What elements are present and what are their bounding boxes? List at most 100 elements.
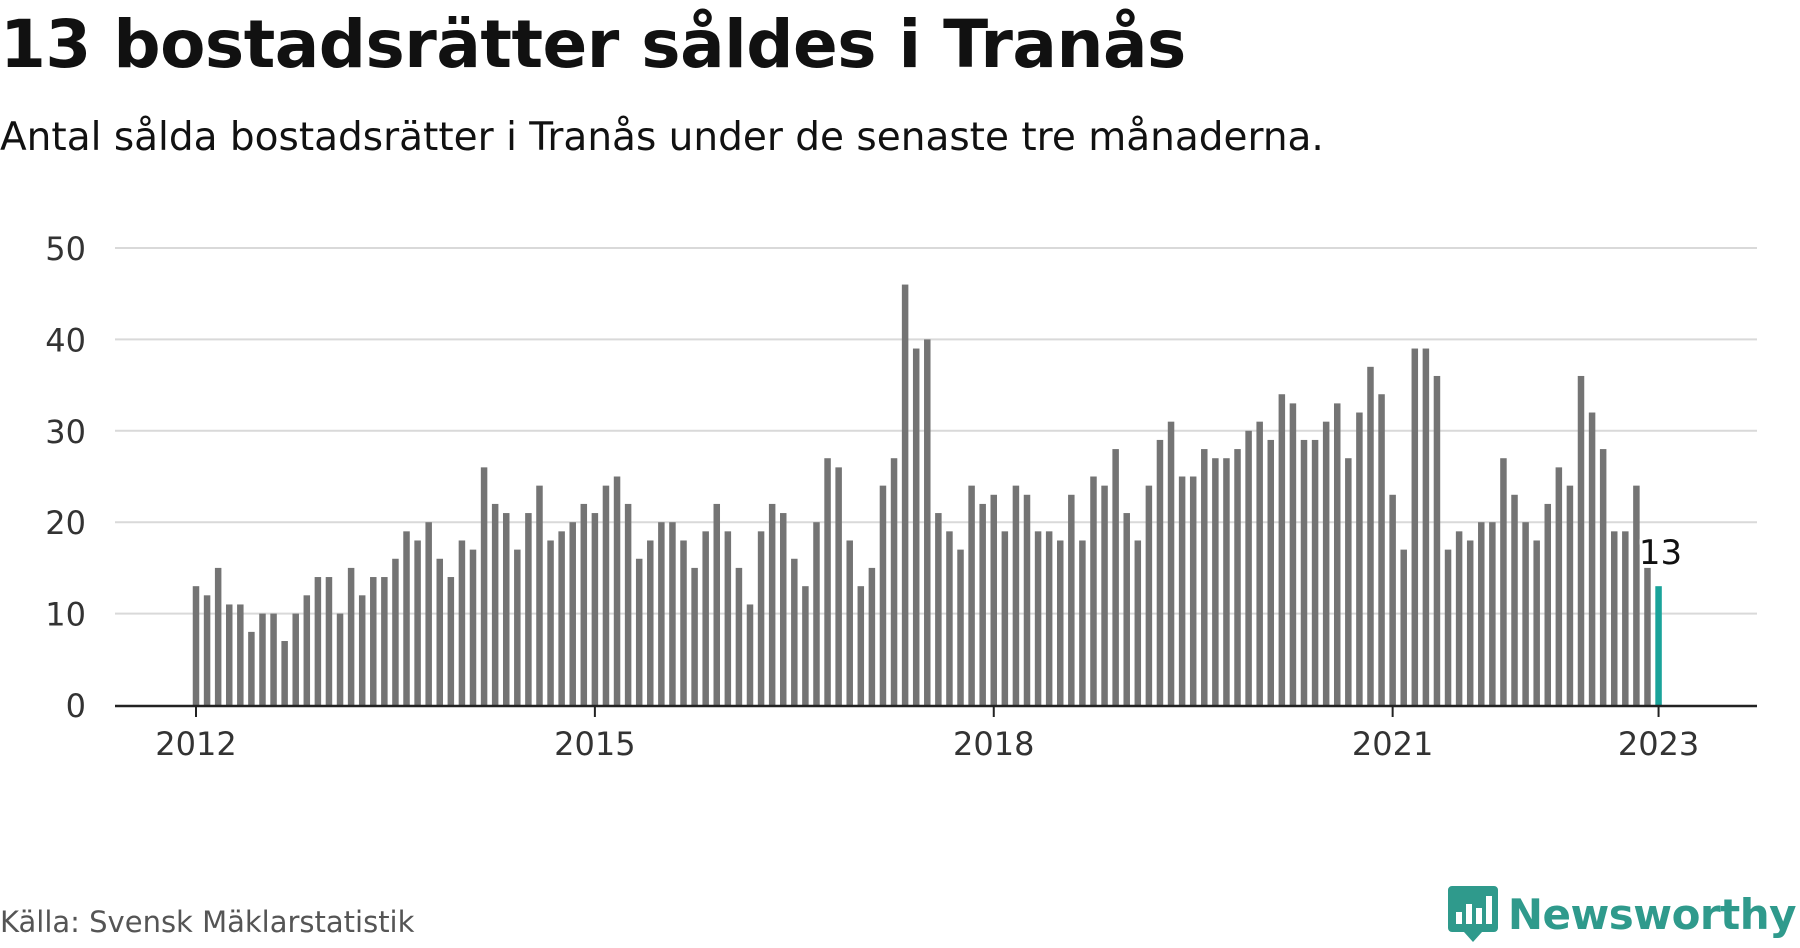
bar [691, 567, 698, 705]
bar [1444, 549, 1452, 705]
bar [1533, 540, 1540, 705]
bar [358, 595, 366, 705]
bar [1256, 421, 1263, 705]
bar [403, 531, 410, 705]
bar [635, 558, 643, 705]
bar [1356, 412, 1363, 705]
bar [591, 513, 599, 705]
bar [1068, 494, 1075, 705]
bar [1389, 494, 1396, 705]
x-tick-label-2015: 2015 [554, 725, 635, 763]
bar [624, 503, 632, 705]
bar [658, 522, 665, 705]
bar [1212, 458, 1219, 705]
bar [857, 586, 865, 705]
bar [1622, 531, 1629, 705]
bar [1034, 531, 1042, 705]
bar [1101, 485, 1108, 705]
bar [824, 458, 831, 705]
y-tick-label-50: 50 [45, 230, 86, 268]
bar [370, 577, 377, 705]
bar [1311, 439, 1319, 705]
bar [502, 513, 510, 705]
bar [613, 476, 621, 705]
bar [979, 503, 986, 705]
bar [1245, 430, 1252, 705]
bar [1400, 549, 1407, 705]
bar [281, 641, 288, 705]
bar [237, 604, 244, 705]
bar [1156, 439, 1164, 705]
highlight-value-label: 13 [1639, 533, 1682, 573]
newsworthy-logo-icon [1447, 886, 1498, 942]
bar [1644, 567, 1651, 705]
bar [1610, 531, 1618, 705]
bar [1455, 531, 1463, 705]
bar [303, 595, 311, 705]
bar [1112, 449, 1119, 705]
bar [779, 513, 787, 705]
bar [846, 540, 853, 705]
bar [1566, 485, 1574, 705]
bar [1167, 421, 1175, 705]
x-tick-label-2018: 2018 [953, 725, 1034, 763]
bar [813, 522, 820, 705]
bar [746, 604, 754, 705]
bar [1345, 458, 1352, 705]
bar [1056, 540, 1064, 705]
bar [248, 631, 255, 705]
bar [1134, 540, 1142, 705]
bar [270, 613, 277, 705]
bar [1300, 439, 1308, 705]
bar [381, 577, 388, 705]
bar [868, 567, 876, 705]
bar [203, 595, 211, 705]
bar [569, 522, 576, 705]
source-note: Källa: Svensk Mäklarstatistik [0, 905, 415, 939]
bar [1555, 467, 1563, 705]
y-tick-label-0: 0 [66, 687, 86, 725]
bar [458, 540, 466, 705]
bar [1322, 421, 1330, 705]
bar [1178, 476, 1186, 705]
bar [647, 540, 654, 705]
x-tick-label-2023: 2023 [1618, 725, 1699, 763]
bar [968, 485, 975, 705]
bar [525, 513, 532, 705]
bar [1090, 476, 1097, 705]
bar [1079, 540, 1086, 705]
bar [1411, 348, 1419, 705]
bar [1489, 522, 1496, 705]
bar [1123, 513, 1130, 705]
bar [957, 549, 964, 705]
bar [1201, 449, 1208, 705]
bar [1588, 412, 1596, 705]
bar [879, 485, 887, 705]
brand-name: Newsworthy [1507, 889, 1797, 939]
bar-chart: 0 10 20 30 40 50 2012 2015 2018 2021 2023 13 [45, 230, 1757, 763]
bar [735, 567, 743, 705]
bar [558, 531, 565, 705]
bar [602, 485, 610, 705]
bar [580, 503, 588, 705]
bar [1478, 522, 1485, 705]
bar [1378, 394, 1385, 705]
y-tick-label-30: 30 [45, 413, 86, 451]
bar [1544, 503, 1552, 705]
bar [436, 558, 444, 705]
chart-subtitle: Antal sålda bostadsrätter i Tranås under… [0, 115, 1324, 160]
bar [192, 586, 200, 705]
bar [1045, 531, 1053, 705]
bar [336, 613, 344, 705]
brand-logo: Newsworthy [1447, 886, 1797, 942]
bar [1466, 540, 1474, 705]
bar [547, 540, 554, 705]
x-axis-ticks: 2012 2015 2018 2021 2023 [155, 706, 1699, 763]
bar [713, 503, 721, 705]
bar [669, 522, 676, 705]
bar [1577, 375, 1585, 705]
bar [835, 467, 842, 705]
bar [314, 577, 322, 705]
bar [1278, 394, 1286, 705]
bar [1367, 366, 1374, 705]
